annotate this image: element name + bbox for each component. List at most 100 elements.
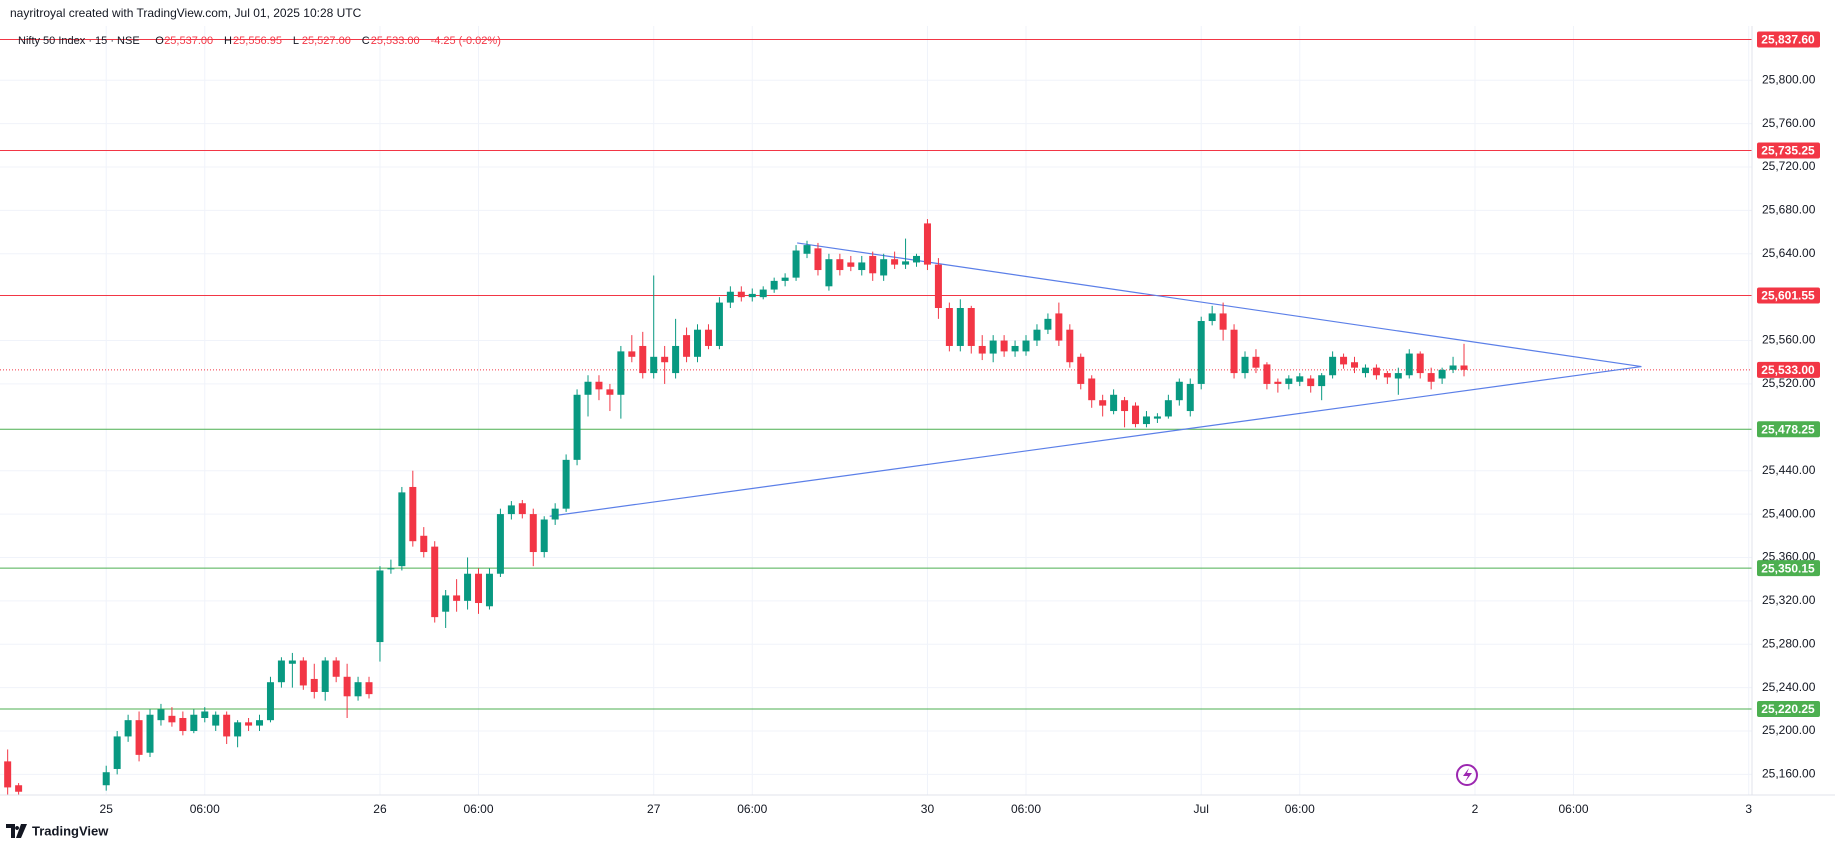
body — [617, 351, 625, 395]
body — [223, 714, 231, 737]
y-tick-label: 25,400.00 — [1762, 506, 1816, 520]
body — [1132, 405, 1140, 425]
body — [453, 595, 461, 601]
ohlc-key: O — [155, 35, 164, 47]
body — [288, 660, 296, 664]
body — [836, 259, 844, 271]
body — [781, 277, 789, 281]
x-tick-label: 06:00 — [190, 802, 220, 816]
y-tick-label: 25,320.00 — [1762, 593, 1816, 607]
legend: Nifty 50 Index · 15 · NSE O 25,537.00 H 25,5… — [18, 35, 501, 47]
x-tick-label: 06:00 — [1285, 802, 1315, 816]
logo: TradingView — [6, 823, 109, 838]
body — [376, 570, 384, 643]
body — [168, 715, 176, 723]
body — [442, 595, 450, 612]
alert-circle[interactable] — [1456, 764, 1478, 786]
body — [354, 682, 362, 697]
body — [683, 335, 691, 357]
price-tag — [1757, 421, 1820, 438]
body — [989, 340, 997, 354]
body — [1383, 373, 1391, 378]
body — [212, 714, 220, 726]
alert-bolt[interactable] — [1463, 768, 1472, 782]
body — [4, 761, 12, 788]
y-tick-label: 25,560.00 — [1762, 333, 1816, 347]
body — [179, 717, 187, 732]
body — [803, 245, 811, 254]
ohlc-value: 25,556.95 — [233, 35, 282, 47]
body — [190, 714, 198, 732]
body — [1077, 356, 1085, 384]
body — [1416, 353, 1424, 374]
body — [507, 505, 515, 515]
price-tag-label: 25,220.25 — [1761, 702, 1815, 716]
body — [1252, 356, 1260, 368]
x-tick-label: 25 — [100, 802, 114, 816]
ohlc-key: H — [224, 35, 232, 47]
body — [847, 262, 855, 267]
body — [102, 772, 110, 786]
body — [1219, 313, 1227, 330]
body — [146, 714, 154, 753]
ohlc-key: C — [362, 35, 370, 47]
axes: 25,800.00 25,760.00 25,720.00 25,680.00 25,6… — [100, 31, 1820, 816]
alert-icon[interactable] — [1456, 764, 1478, 786]
body — [1427, 373, 1435, 382]
body — [945, 308, 953, 346]
body — [956, 308, 964, 346]
body — [1099, 400, 1107, 406]
y-tick-label: 25,280.00 — [1762, 636, 1816, 650]
x-tick-label: Jul — [1194, 802, 1209, 816]
body — [584, 381, 592, 395]
body — [628, 351, 636, 357]
body — [266, 682, 274, 721]
body — [1121, 400, 1129, 412]
body — [201, 711, 209, 718]
price-tag — [1757, 560, 1820, 577]
price-tag-label: 25,533.00 — [1761, 363, 1815, 377]
y-tick-label: 25,760.00 — [1762, 116, 1816, 130]
body — [409, 486, 417, 542]
trendline — [797, 242, 1642, 368]
body — [748, 293, 756, 298]
body — [234, 722, 242, 737]
body — [1405, 353, 1413, 376]
body — [1241, 356, 1249, 374]
body — [551, 508, 559, 520]
trendline — [549, 365, 1642, 517]
x-tick-label: 06:00 — [1011, 802, 1041, 816]
body — [1329, 356, 1337, 376]
body — [1263, 364, 1271, 384]
price-tag-label: 25,601.55 — [1761, 289, 1815, 303]
body — [1186, 383, 1194, 412]
ohlc-value: 25,527.00 — [302, 35, 351, 47]
price-tag-label: 25,478.25 — [1761, 422, 1815, 436]
logo-mark — [6, 824, 27, 838]
body — [1340, 356, 1348, 365]
body — [1449, 365, 1457, 370]
body — [1274, 381, 1282, 384]
body — [694, 329, 702, 357]
body — [650, 356, 658, 374]
body — [1175, 381, 1183, 401]
body — [1066, 329, 1074, 363]
body — [715, 302, 723, 346]
body — [923, 223, 931, 265]
body — [902, 261, 910, 265]
body — [869, 255, 877, 274]
body — [1394, 373, 1402, 379]
body — [485, 573, 493, 607]
body — [124, 720, 132, 737]
x-tick-label: 06:00 — [463, 802, 493, 816]
y-tick-label: 25,520.00 — [1762, 376, 1816, 390]
body — [387, 568, 395, 570]
body — [858, 262, 866, 271]
body — [518, 503, 526, 515]
body — [595, 381, 603, 390]
x-tick-label: 06:00 — [1558, 802, 1588, 816]
ohlc-value: 25,537.00 — [164, 35, 213, 47]
symbol: Nifty 50 Index · 15 · NSE — [18, 35, 140, 47]
body — [1296, 376, 1304, 382]
